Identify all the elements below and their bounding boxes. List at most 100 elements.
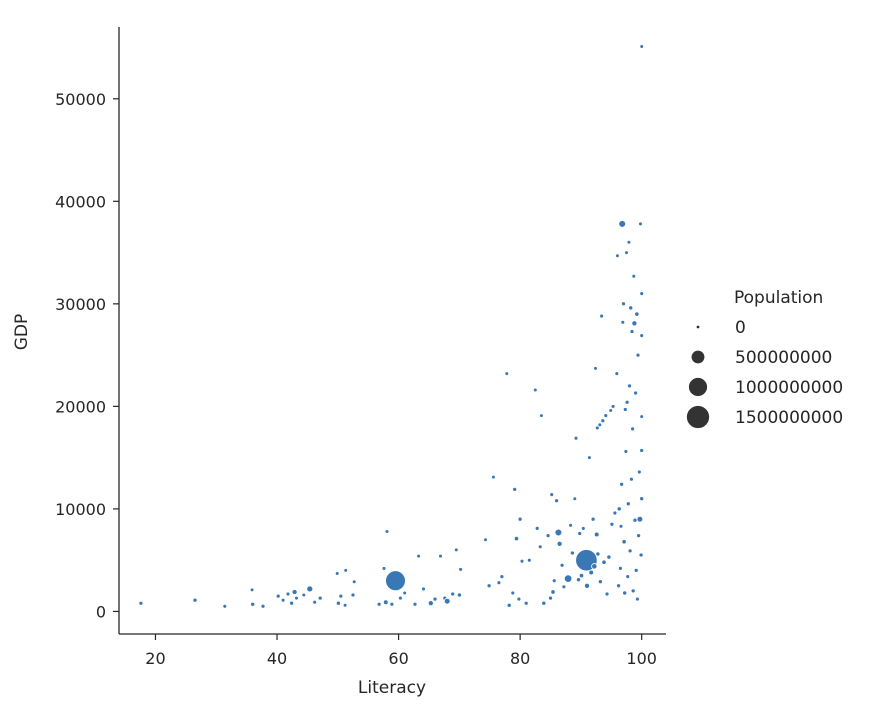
data-point	[584, 582, 590, 589]
data-point	[593, 366, 598, 371]
data-point	[594, 425, 600, 431]
data-point	[532, 387, 538, 393]
data-point	[631, 320, 638, 327]
y-tick-label: 30000	[55, 295, 106, 314]
data-point	[450, 591, 456, 597]
data-point	[376, 601, 382, 607]
data-point	[486, 583, 492, 589]
data-point	[294, 595, 299, 601]
data-point	[630, 426, 636, 432]
legend-items: 0 500000000 1000000000 1500000000	[686, 318, 843, 429]
data-point	[623, 449, 629, 454]
data-point	[513, 535, 520, 542]
data-point	[634, 311, 640, 317]
data-point	[192, 597, 198, 603]
data-point	[591, 563, 598, 570]
data-point	[556, 540, 563, 547]
x-tick-label: 20	[145, 649, 165, 668]
x-tick-label: 60	[388, 649, 408, 668]
data-point	[624, 250, 629, 255]
data-point	[636, 515, 644, 523]
data-point	[534, 525, 540, 531]
data-point	[275, 593, 281, 599]
legend-marker	[688, 377, 708, 397]
data-point	[554, 498, 560, 504]
data-point	[627, 383, 632, 389]
data-point	[625, 501, 631, 507]
data-point	[639, 448, 645, 453]
points-layer	[138, 44, 645, 609]
data-point	[636, 469, 642, 475]
data-point	[559, 562, 565, 568]
data-point	[291, 589, 298, 595]
data-point	[639, 44, 645, 49]
data-point	[569, 550, 575, 556]
data-point	[639, 496, 645, 502]
data-point	[561, 584, 567, 590]
y-axis-label: GDP	[12, 314, 32, 351]
data-point	[624, 399, 630, 405]
data-point	[629, 476, 634, 482]
data-point	[512, 486, 518, 492]
x-tick-label: 100	[626, 649, 657, 668]
data-point	[604, 591, 610, 597]
data-point	[342, 602, 348, 608]
data-point	[412, 601, 418, 607]
data-point	[588, 569, 595, 576]
data-point	[381, 566, 387, 571]
data-point	[618, 523, 624, 529]
data-point	[350, 592, 356, 598]
data-point	[622, 590, 628, 596]
data-point	[384, 529, 390, 534]
data-point	[504, 371, 510, 376]
x-tick-label: 40	[267, 649, 287, 668]
data-point	[612, 510, 618, 516]
data-point	[631, 273, 637, 279]
x-axis-label: Literacy	[358, 678, 426, 698]
data-point	[343, 568, 349, 573]
data-point	[537, 544, 543, 550]
x-ticks: 20 40 60 80 100	[145, 634, 657, 668]
data-point	[432, 596, 438, 602]
data-point	[615, 253, 620, 259]
legend-label: 1500000000	[735, 408, 843, 428]
data-point	[138, 600, 144, 606]
data-point	[603, 413, 609, 418]
data-point	[526, 557, 532, 563]
data-point	[554, 528, 563, 537]
data-point	[633, 567, 639, 573]
data-point	[506, 602, 512, 608]
data-point	[402, 590, 408, 596]
legend-title: Population	[734, 288, 823, 308]
data-point	[280, 597, 286, 603]
legend: Population 0 500000000 1000000000 150000000…	[686, 288, 843, 429]
data-point	[289, 600, 295, 606]
data-point	[616, 583, 622, 589]
data-point	[510, 590, 516, 596]
data-point	[629, 329, 635, 334]
legend-label: 500000000	[735, 348, 832, 368]
data-point	[621, 301, 626, 307]
data-point	[317, 595, 323, 601]
data-point	[306, 585, 314, 593]
data-point	[453, 547, 459, 553]
data-point	[421, 586, 426, 592]
data-point	[499, 574, 505, 580]
data-point	[250, 601, 256, 607]
data-point	[635, 596, 640, 602]
data-point	[621, 539, 627, 545]
y-tick-label: 0	[96, 602, 106, 621]
data-point	[639, 291, 645, 296]
data-point	[610, 404, 616, 409]
legend-marker	[690, 349, 706, 365]
data-point	[550, 589, 556, 595]
data-point	[597, 422, 603, 428]
data-point	[632, 517, 638, 523]
data-point	[639, 414, 645, 419]
data-point	[633, 390, 639, 396]
y-tick-label: 20000	[55, 397, 106, 416]
data-point	[573, 435, 579, 441]
data-point	[249, 587, 255, 593]
data-point	[595, 551, 601, 557]
data-point	[351, 579, 357, 585]
